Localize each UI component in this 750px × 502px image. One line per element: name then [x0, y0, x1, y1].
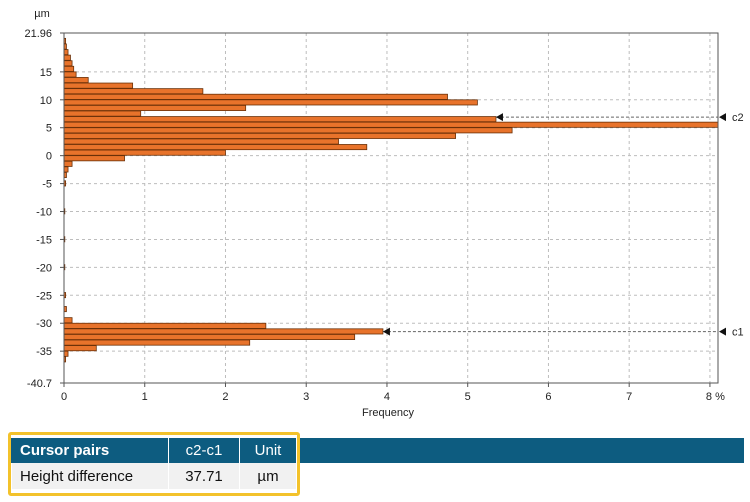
cursor-label-c1: c1 [732, 327, 744, 339]
histogram-bar [63, 65, 75, 72]
cursor-handle-c1 [719, 327, 726, 336]
y-tick-label: -40.7 [27, 378, 52, 390]
cursor-label-c2: c2 [732, 112, 744, 124]
histogram-bar [63, 121, 719, 128]
y-tick-label: -5 [42, 179, 52, 191]
y-tick-label: -10 [36, 207, 52, 219]
cursor-marker-c2 [495, 113, 503, 122]
y-tick-label: -15 [36, 234, 52, 246]
histogram-bar [63, 328, 384, 335]
histogram-bar [63, 88, 204, 95]
x-tick-label: 7 [626, 391, 632, 403]
axes: 21.96 15 10 5 0 -5 -10 -15 -20 -25 -30 -35 -40.7 0 1 2 3… [24, 28, 725, 403]
histogram-bars [63, 37, 719, 363]
histogram-bar [63, 160, 73, 167]
y-tick-label: -25 [36, 290, 52, 302]
x-tick-label: 6 [545, 391, 551, 403]
histogram-bar [63, 144, 368, 151]
y-tick-label: 5 [46, 123, 52, 135]
histogram-bar [63, 71, 77, 78]
y-tick-label: 15 [40, 67, 52, 79]
x-tick-label: 5 [465, 391, 471, 403]
col-header-unit: Unit [239, 438, 297, 463]
histogram-bar [63, 350, 69, 357]
x-axis-label: Frequency [362, 407, 414, 419]
histogram-bar [63, 345, 97, 352]
x-tick-label: 1 [142, 391, 148, 403]
x-tick-label: 2 [222, 391, 228, 403]
y-tick-label: -35 [36, 346, 52, 358]
histogram-bar [63, 334, 356, 340]
x-tick-label: 3 [303, 391, 309, 403]
histogram-bar [63, 132, 456, 139]
y-tick-label: -20 [36, 262, 52, 274]
x-tick-label: 4 [384, 391, 390, 403]
col-header-cursor-pairs: Cursor pairs [12, 438, 169, 463]
histogram-bar [63, 82, 134, 89]
histogram-bar [63, 317, 73, 324]
histogram-bar [63, 99, 478, 106]
histogram-bar [63, 49, 69, 56]
y-tick-label: 0 [46, 151, 52, 163]
y-tick-label: 10 [40, 95, 52, 107]
height-difference-value: 37.71 [168, 463, 240, 489]
histogram-bar [63, 166, 69, 173]
y-tick-label: 21.96 [24, 28, 52, 40]
histogram-bar [63, 339, 251, 346]
histogram-bar [63, 60, 73, 67]
histogram-bar [63, 149, 226, 156]
x-tick-label: 8 % [706, 391, 725, 403]
histogram-bar [63, 104, 247, 111]
histogram-bar [63, 77, 89, 84]
histogram-bar [63, 110, 142, 117]
row-label: Height difference [12, 463, 169, 489]
cursors: c2 c1 [382, 112, 744, 339]
cursor-marker-c1 [382, 327, 390, 336]
plot-frame [63, 32, 719, 384]
histogram-bar [63, 54, 71, 61]
histogram-bar [63, 322, 267, 329]
cursor-pairs-table: Cursor pairs c2-c1 Unit Height differenc… [12, 438, 297, 489]
table-header-row: Cursor pairs c2-c1 Unit [12, 438, 297, 463]
highlight-box [8, 432, 300, 496]
height-difference-unit: µm [239, 463, 297, 489]
cursor-handle-c2 [719, 113, 726, 122]
y-tick-label: -30 [36, 318, 52, 330]
histogram-bar [63, 93, 448, 100]
histogram-bar [63, 155, 125, 162]
table-row: Height difference 37.71 µm [12, 463, 297, 489]
histogram-bar [63, 116, 497, 123]
x-tick-label: 0 [61, 391, 67, 403]
histogram-bar [63, 127, 513, 134]
y-axis-unit: µm [34, 8, 50, 20]
col-header-c2-c1: c2-c1 [168, 438, 240, 463]
histogram-bar [63, 138, 339, 145]
